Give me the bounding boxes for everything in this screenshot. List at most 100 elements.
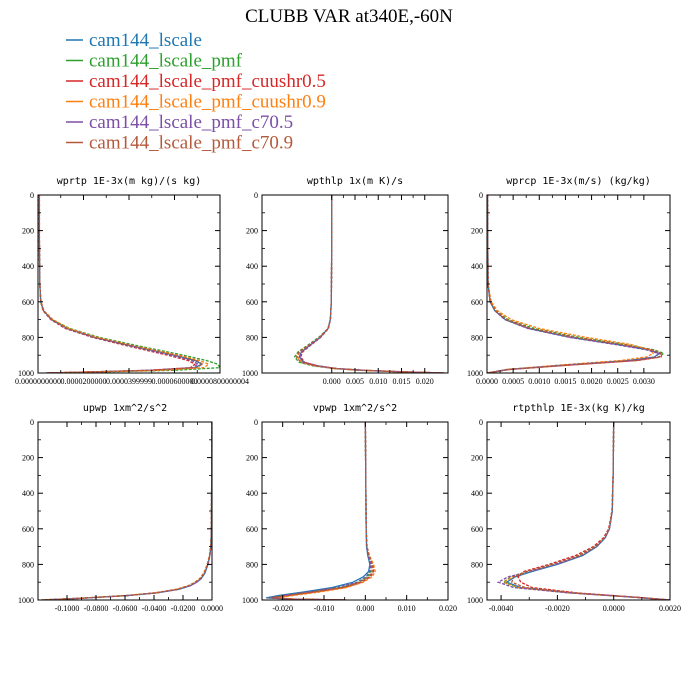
y-tick-label: 400 xyxy=(22,262,34,271)
y-tick-label: 600 xyxy=(22,298,34,307)
y-tick-label: 0 xyxy=(30,418,34,427)
x-tick-label: 0.0025 xyxy=(607,377,629,386)
figure-title: CLUBB VAR at340E,-60N xyxy=(245,6,453,27)
series-line xyxy=(42,422,212,600)
x-tick-label: 0.0000800000004 xyxy=(191,377,249,386)
panel-title: rtpthlp 1E-3x(kg K)/kg xyxy=(512,403,644,414)
plot-panel: wprtp 1E-3x(m kg)/(s kg) 0 200 400 600 800 100… xyxy=(15,176,249,386)
x-tick-label: 0.000 xyxy=(323,377,341,386)
y-tick-label: 800 xyxy=(22,333,34,342)
y-tick-label: 400 xyxy=(246,489,258,498)
series-line xyxy=(266,422,371,600)
y-tick-label: 0 xyxy=(479,191,483,200)
panel-title: upwp 1xm^2/s^2 xyxy=(83,403,167,414)
plot-panel: vpwp 1xm^2/s^2 0 200 400 600 800 1000 -0.020 -0.… xyxy=(242,403,457,613)
y-tick-label: 0 xyxy=(254,191,258,200)
x-tick-label: -0.010 xyxy=(314,604,335,613)
series-line xyxy=(295,195,445,373)
x-tick-label: 0.010 xyxy=(369,377,387,386)
y-tick-label: 800 xyxy=(471,560,483,569)
y-tick-label: 200 xyxy=(22,454,34,463)
x-tick-label: 0.005 xyxy=(346,377,364,386)
y-tick-label: 1000 xyxy=(467,596,483,605)
x-tick-label: 0.0000600000 xyxy=(152,377,198,386)
x-tick-label: -0.1000 xyxy=(55,604,80,613)
x-tick-label: 0.015 xyxy=(393,377,411,386)
plot-frame xyxy=(486,194,671,374)
y-tick-label: 1000 xyxy=(242,596,258,605)
x-tick-label: 0.0015 xyxy=(554,377,576,386)
series-line xyxy=(38,195,197,373)
y-tick-label: 800 xyxy=(246,333,258,342)
series-line xyxy=(298,195,443,373)
series-line xyxy=(496,422,670,600)
x-tick-label: 0.0000 xyxy=(603,604,625,613)
legend-label: cam144_lscale_pmf_c70.5 xyxy=(89,112,293,133)
plot-panels: wprtp 1E-3x(m kg)/(s kg) 0 200 400 600 800 100… xyxy=(15,176,681,613)
x-tick-label: 0.0005 xyxy=(502,377,524,386)
series-line xyxy=(38,195,210,373)
series-line xyxy=(296,195,445,373)
series-line xyxy=(41,422,212,600)
x-tick-label: 0.0000200000 xyxy=(61,377,107,386)
y-tick-label: 0 xyxy=(254,418,258,427)
y-tick-label: 0 xyxy=(30,191,34,200)
panel-title: wprcp 1E-3x(m/s) (kg/kg) xyxy=(506,176,651,187)
y-tick-label: 1000 xyxy=(242,369,258,378)
y-tick-label: 800 xyxy=(22,560,34,569)
y-tick-label: 400 xyxy=(471,489,483,498)
series-line xyxy=(38,195,205,373)
series-line xyxy=(270,422,374,600)
x-tick-label: -0.0040 xyxy=(489,604,514,613)
y-tick-label: 600 xyxy=(246,525,258,534)
series-line xyxy=(276,422,376,600)
x-tick-label: 0.020 xyxy=(439,604,457,613)
x-tick-label: -0.0800 xyxy=(84,604,109,613)
series-line xyxy=(38,195,200,373)
legend-label: cam144_lscale xyxy=(89,30,202,51)
y-tick-label: 0 xyxy=(479,418,483,427)
y-tick-label: 200 xyxy=(246,454,258,463)
series-line xyxy=(517,422,670,600)
y-tick-label: 600 xyxy=(22,525,34,534)
series-line xyxy=(268,422,372,600)
series-line xyxy=(38,195,204,373)
y-tick-label: 1000 xyxy=(18,596,34,605)
x-tick-label: 0.000 xyxy=(356,604,374,613)
x-tick-label: -0.0400 xyxy=(142,604,167,613)
y-tick-label: 600 xyxy=(246,298,258,307)
y-tick-label: 800 xyxy=(246,560,258,569)
panel-title: wpthlp 1x(m K)/s xyxy=(307,176,403,187)
x-tick-label: 0.0000 xyxy=(201,604,223,613)
x-tick-label: 0.0000000000 xyxy=(15,377,61,386)
y-tick-label: 200 xyxy=(22,227,34,236)
series-line xyxy=(502,422,670,600)
series-line xyxy=(298,195,444,373)
y-tick-label: 400 xyxy=(22,489,34,498)
x-tick-label: 0.0000399999 xyxy=(106,377,152,386)
plot-panel: upwp 1xm^2/s^2 0 200 400 600 800 1000 -0.1000 -0… xyxy=(18,403,223,613)
y-tick-label: 1000 xyxy=(18,369,34,378)
series-line xyxy=(505,422,670,600)
series-line xyxy=(41,422,212,600)
series-line xyxy=(272,422,375,600)
y-tick-label: 400 xyxy=(471,262,483,271)
x-tick-label: 0.0020 xyxy=(581,377,603,386)
plot-frame xyxy=(261,421,449,601)
x-tick-label: 0.0000 xyxy=(476,377,498,386)
plot-frame xyxy=(37,194,221,374)
panel-title: wprtp 1E-3x(m kg)/(s kg) xyxy=(57,176,202,187)
panel-title: vpwp 1xm^2/s^2 xyxy=(313,403,397,414)
plot-frame xyxy=(37,421,213,601)
legend-label: cam144_lscale_pmf_cuushr0.9 xyxy=(89,92,326,113)
x-tick-label: 0.0030 xyxy=(633,377,655,386)
series-line xyxy=(270,422,373,600)
series-line xyxy=(42,422,212,600)
x-tick-label: -0.020 xyxy=(272,604,293,613)
x-tick-label: 0.0020 xyxy=(659,604,681,613)
plot-frame xyxy=(486,421,671,601)
x-tick-label: -0.0200 xyxy=(171,604,196,613)
y-tick-label: 200 xyxy=(471,227,483,236)
series-line xyxy=(41,422,212,600)
legend-label: cam144_lscale_pmf_c70.9 xyxy=(89,133,293,154)
